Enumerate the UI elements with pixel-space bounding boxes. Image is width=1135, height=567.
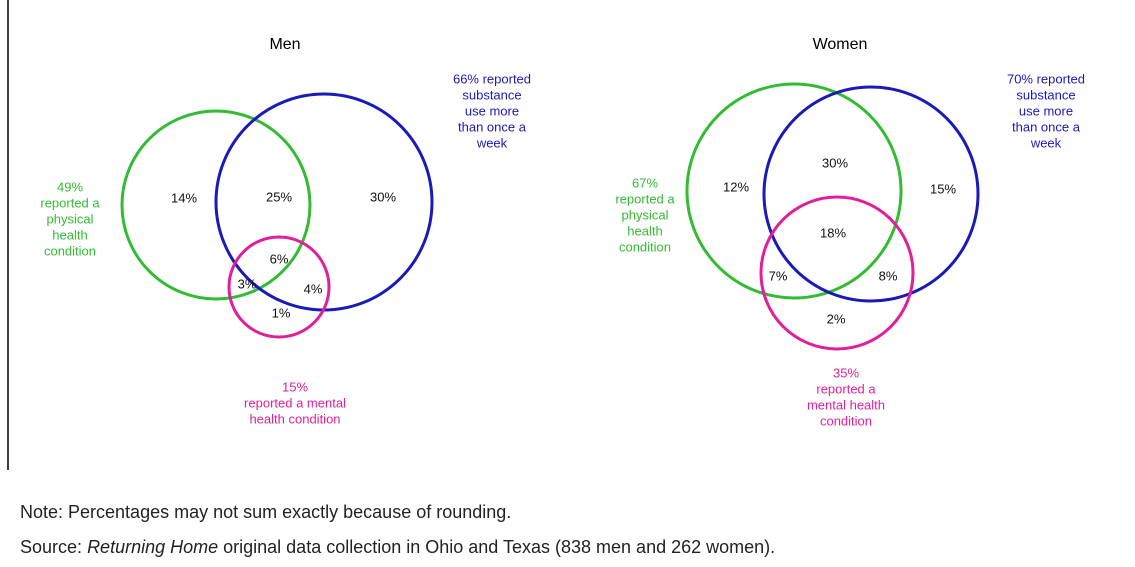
set-label: condition [619, 239, 671, 254]
diagram-title: Women [813, 36, 868, 53]
diagram-title: Men [269, 36, 300, 53]
region-label: 1% [272, 305, 291, 320]
set-label: 49% [57, 179, 83, 194]
set-label: use more [1019, 103, 1073, 118]
set-label: 35% [833, 365, 859, 380]
set-label: health [627, 223, 662, 238]
note: Note: Percentages may not sum exactly be… [20, 502, 512, 522]
set-label: week [1030, 135, 1062, 150]
set-label: condition [820, 413, 872, 428]
set-label: 70% reported [1007, 71, 1085, 86]
set-label: health condition [249, 411, 340, 426]
physical-circle [120, 109, 312, 301]
mental-circle [759, 195, 915, 351]
set-label: reported a [615, 191, 675, 206]
mental-circle [227, 235, 331, 339]
set-label: than once a [1012, 119, 1081, 134]
region-label: 3% [238, 276, 257, 291]
set-label: 15% [282, 379, 308, 394]
set-label: reported a [40, 195, 100, 210]
region-label: 4% [304, 281, 323, 296]
set-label: substance [1016, 87, 1075, 102]
region-label: 12% [723, 179, 749, 194]
physical-circle [685, 82, 903, 300]
region-label: 25% [266, 189, 292, 204]
set-label: substance [462, 87, 521, 102]
set-label: use more [465, 103, 519, 118]
substance-circle [762, 85, 980, 303]
source: Source: Returning Home original data col… [20, 537, 775, 558]
region-label: 15% [930, 181, 956, 196]
region-label: 2% [827, 311, 846, 326]
set-label: week [476, 135, 508, 150]
set-label: mental health [807, 397, 885, 412]
region-label: 14% [171, 190, 197, 205]
set-label: physical [622, 207, 669, 222]
set-label: health [52, 227, 87, 242]
set-label: reported a [816, 381, 876, 396]
region-label: 6% [270, 251, 289, 266]
set-label: condition [44, 243, 96, 258]
set-label: 66% reported [453, 71, 531, 86]
source-prefix: Source: [20, 537, 83, 557]
source-text: original data collection in Ohio and Tex… [223, 537, 776, 557]
region-label: 8% [879, 268, 898, 283]
region-label: 30% [370, 189, 396, 204]
set-label: reported a mental [244, 395, 346, 410]
region-label: 30% [822, 155, 848, 170]
region-label: 18% [820, 225, 846, 240]
set-label: 67% [632, 175, 658, 190]
region-label: 7% [769, 268, 788, 283]
source-title: Returning Home [87, 537, 219, 557]
set-label: physical [47, 211, 94, 226]
set-label: than once a [458, 119, 527, 134]
